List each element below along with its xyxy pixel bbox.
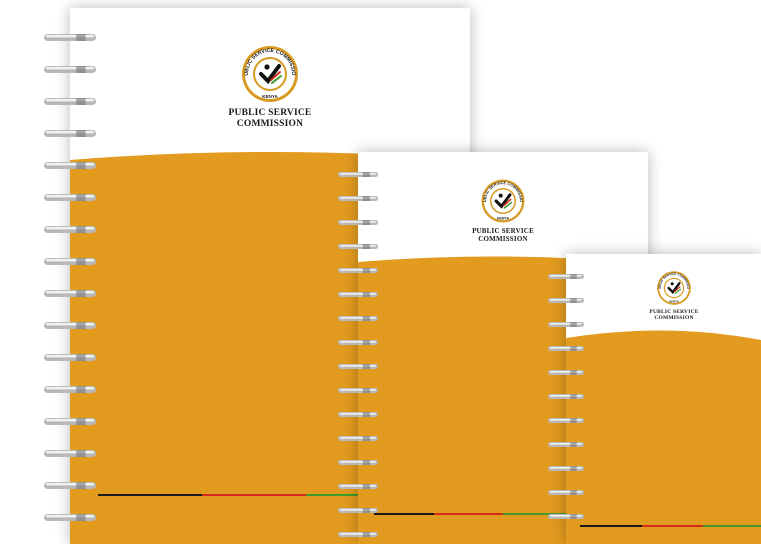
- spiral-ring: [338, 460, 378, 465]
- seal-bottom-text: KENYA: [497, 216, 509, 220]
- spiral-ring: [44, 418, 96, 425]
- spiral-ring: [338, 484, 378, 489]
- spiral-ring: [338, 412, 378, 417]
- brand-name-line2: COMMISSION: [654, 315, 694, 322]
- spiral-ring: [548, 490, 584, 495]
- spiral-ring: [44, 130, 96, 137]
- notebook-cover: PUBLIC SERVICE COMMISSION KENYA PUBLIC S…: [566, 254, 761, 544]
- spiral-ring: [338, 292, 378, 297]
- spiral-ring: [548, 370, 584, 375]
- brand-name-line2: COMMISSION: [236, 118, 304, 129]
- spiral-ring: [548, 298, 584, 303]
- spiral-ring: [338, 268, 378, 273]
- psc-seal-icon: PUBLIC SERVICE COMMISSION KENYA: [656, 270, 691, 305]
- spiral-binding-icon: [548, 274, 584, 519]
- seal-bottom-text: KENYA: [669, 299, 678, 303]
- spiral-ring: [44, 482, 96, 489]
- spiral-ring: [548, 322, 584, 327]
- brand-name-line1: PUBLIC SERVICE: [472, 227, 534, 235]
- spiral-binding-icon: [338, 172, 378, 537]
- spiral-ring: [338, 364, 378, 369]
- spiral-ring: [44, 66, 96, 73]
- spiral-ring: [338, 436, 378, 441]
- spiral-ring: [338, 220, 378, 225]
- spiral-ring: [44, 226, 96, 233]
- seal-bottom-text: KENYA: [262, 94, 278, 99]
- psc-seal-icon: PUBLIC SERVICE COMMISSION KENYA: [240, 44, 298, 102]
- spiral-ring: [548, 442, 584, 447]
- spiral-ring: [44, 354, 96, 361]
- spiral-ring: [44, 162, 96, 169]
- spiral-ring: [44, 258, 96, 265]
- spiral-ring: [338, 196, 378, 201]
- spiral-ring: [548, 418, 584, 423]
- spiral-ring: [44, 290, 96, 297]
- spiral-ring: [338, 316, 378, 321]
- brand-name-line2: COMMISSION: [478, 235, 528, 244]
- spiral-ring: [338, 388, 378, 393]
- spiral-ring: [548, 394, 584, 399]
- notebook-small: PUBLIC SERVICE COMMISSION KENYA PUBLIC S…: [548, 254, 761, 544]
- brand-name-line1: PUBLIC SERVICE: [228, 108, 312, 118]
- orange-wave-panel: [566, 330, 761, 544]
- spiral-ring: [44, 98, 96, 105]
- spiral-ring: [338, 172, 378, 177]
- spiral-ring: [548, 274, 584, 279]
- spiral-ring: [548, 466, 584, 471]
- spiral-ring: [44, 194, 96, 201]
- spiral-ring: [548, 346, 584, 351]
- spiral-ring: [338, 532, 378, 537]
- spiral-ring: [338, 340, 378, 345]
- spiral-ring: [44, 34, 96, 41]
- spiral-ring: [44, 450, 96, 457]
- brand-block: PUBLIC SERVICE COMMISSION KENYA PUBLIC S…: [634, 270, 714, 322]
- spiral-ring: [338, 244, 378, 249]
- spiral-ring: [44, 514, 96, 521]
- psc-seal-icon: PUBLIC SERVICE COMMISSION KENYA: [480, 178, 525, 223]
- brand-name-line1: PUBLIC SERVICE: [649, 309, 699, 315]
- flag-stripes: [580, 525, 761, 527]
- brand-block: PUBLIC SERVICE COMMISSION KENYA PUBLIC S…: [210, 44, 330, 130]
- spiral-ring: [44, 322, 96, 329]
- spiral-ring: [338, 508, 378, 513]
- spiral-ring: [548, 514, 584, 519]
- spiral-ring: [44, 386, 96, 393]
- spiral-binding-icon: [44, 34, 96, 521]
- brand-block: PUBLIC SERVICE COMMISSION KENYA PUBLIC S…: [458, 178, 548, 243]
